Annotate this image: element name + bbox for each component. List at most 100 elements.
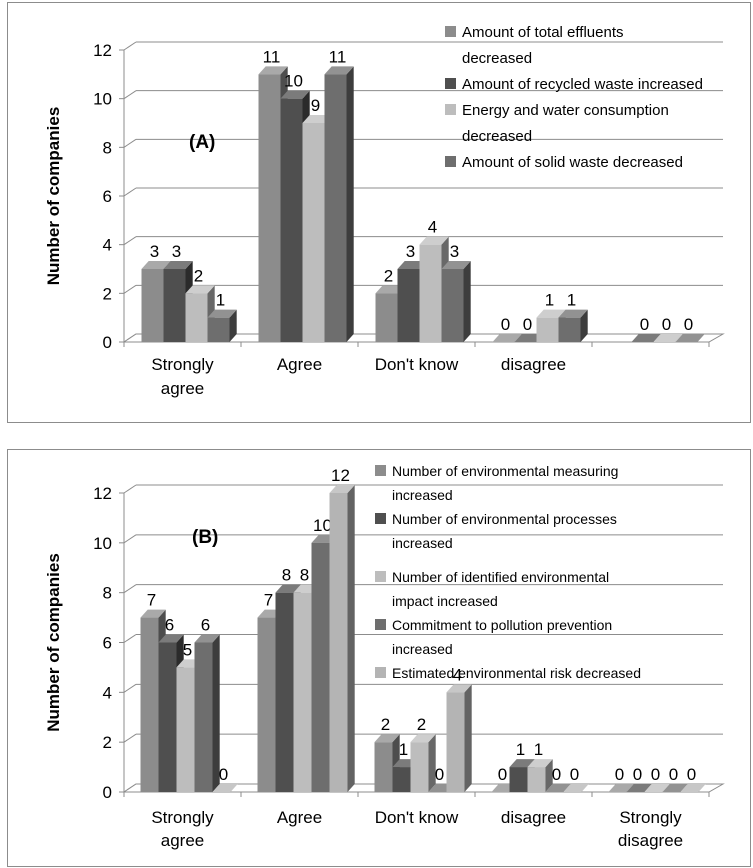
- bar-front: [158, 642, 177, 792]
- bar-front: [140, 617, 159, 792]
- legend-item: Estimated environmental risk decreased: [375, 665, 641, 681]
- legend-label: Amount of solid waste decreased: [462, 154, 683, 171]
- legend-label: Amount of recycled waste increased: [462, 76, 703, 93]
- data-label: 7: [147, 591, 156, 610]
- data-label: 0: [669, 765, 678, 784]
- data-label: 2: [384, 266, 393, 285]
- y-tick-label: 8: [103, 138, 112, 157]
- bar-front: [275, 592, 294, 792]
- data-label: 0: [633, 765, 642, 784]
- bar-front: [293, 592, 312, 792]
- bar-front: [311, 542, 330, 792]
- bar-top: [275, 584, 301, 593]
- data-label: 3: [450, 242, 459, 261]
- bar-front: [374, 742, 393, 792]
- bar-front: [280, 98, 303, 343]
- bar-top: [662, 784, 688, 792]
- data-label: 8: [300, 566, 309, 585]
- legend-label: increased: [392, 487, 453, 503]
- legend-label: Number of environmental processes: [392, 511, 617, 527]
- gridline-depth: [123, 41, 137, 51]
- bar-top: [163, 261, 193, 269]
- data-label: 1: [399, 740, 408, 759]
- gridline-depth: [123, 90, 137, 100]
- bar: [563, 784, 589, 792]
- bar: [441, 261, 471, 342]
- bar-top: [375, 285, 405, 294]
- bar-top: [194, 634, 220, 643]
- bar: [662, 784, 688, 792]
- bar-top: [185, 285, 215, 294]
- bar-front: [536, 317, 559, 342]
- bar-top: [158, 634, 184, 643]
- data-label: 12: [331, 466, 350, 485]
- bar: [675, 334, 705, 342]
- gridline-depth: [123, 284, 137, 294]
- bar-front: [441, 269, 464, 342]
- data-label: 1: [516, 740, 525, 759]
- data-label: 6: [165, 616, 174, 635]
- legend-label: impact increased: [392, 593, 498, 609]
- bar-top: [446, 684, 472, 693]
- legend-item: Commitment to pollution prevention increa…: [375, 617, 612, 657]
- bar-front: [302, 123, 325, 342]
- legend-label: Amount of total effluents: [462, 24, 624, 41]
- category-label: Don't know: [375, 808, 459, 827]
- legend-swatch: [375, 465, 386, 476]
- data-label: 3: [172, 242, 181, 261]
- bar: [446, 684, 472, 792]
- y-tick-label: 0: [103, 783, 112, 802]
- category-label: Strongly: [151, 355, 214, 374]
- legend-item: Number of environmental measuring increas…: [375, 463, 618, 503]
- bar-front: [375, 293, 398, 342]
- bar-front: [207, 317, 230, 342]
- legend-label: Number of identified environmental: [392, 569, 609, 585]
- bar-side: [463, 261, 471, 342]
- y-tick-label: 2: [103, 284, 112, 303]
- gridline-depth: [123, 484, 137, 494]
- y-tick-label: 4: [103, 236, 112, 255]
- bar-top: [680, 784, 706, 792]
- data-label: 0: [498, 765, 507, 784]
- data-label: 7: [264, 591, 273, 610]
- bar-top: [558, 309, 588, 318]
- y-tick-label: 4: [103, 683, 112, 702]
- legend-label: increased: [392, 641, 453, 657]
- y-axis-title: Number of companies: [44, 107, 63, 286]
- data-label: 0: [523, 315, 532, 334]
- bar-top: [280, 90, 310, 99]
- legend-item: Number of environmental processes increas…: [375, 511, 617, 551]
- bar-top: [653, 334, 683, 342]
- gridline-depth: [123, 634, 137, 643]
- data-label: 2: [417, 715, 426, 734]
- bar: [608, 784, 634, 792]
- legend-swatch: [375, 513, 386, 524]
- bar-top: [329, 485, 355, 493]
- category-label: Agree: [277, 355, 322, 374]
- bar-top: [140, 609, 166, 618]
- data-label: 0: [640, 315, 649, 334]
- bar: [492, 334, 522, 342]
- data-label: 0: [651, 765, 660, 784]
- data-label: 10: [284, 72, 303, 91]
- bar-front: [509, 767, 528, 792]
- bar-front: [527, 767, 546, 792]
- bar: [545, 784, 571, 792]
- data-label: 3: [406, 242, 415, 261]
- bar-top: [509, 759, 535, 768]
- bar: [207, 309, 237, 342]
- y-tick-label: 0: [103, 333, 112, 352]
- bar: [644, 784, 670, 792]
- category-label: Agree: [277, 808, 322, 827]
- data-label: 5: [183, 640, 192, 659]
- data-label: 3: [150, 242, 159, 261]
- legend-label: decreased: [462, 50, 532, 67]
- y-tick-label: 6: [103, 634, 112, 653]
- bar-top: [419, 236, 449, 245]
- legend-item: Amount of total effluents decreased: [445, 24, 624, 67]
- bar-front: [185, 293, 208, 342]
- bar: [194, 634, 220, 792]
- bar-front: [258, 74, 281, 342]
- bar-top: [644, 784, 670, 792]
- legend-swatch: [375, 667, 386, 678]
